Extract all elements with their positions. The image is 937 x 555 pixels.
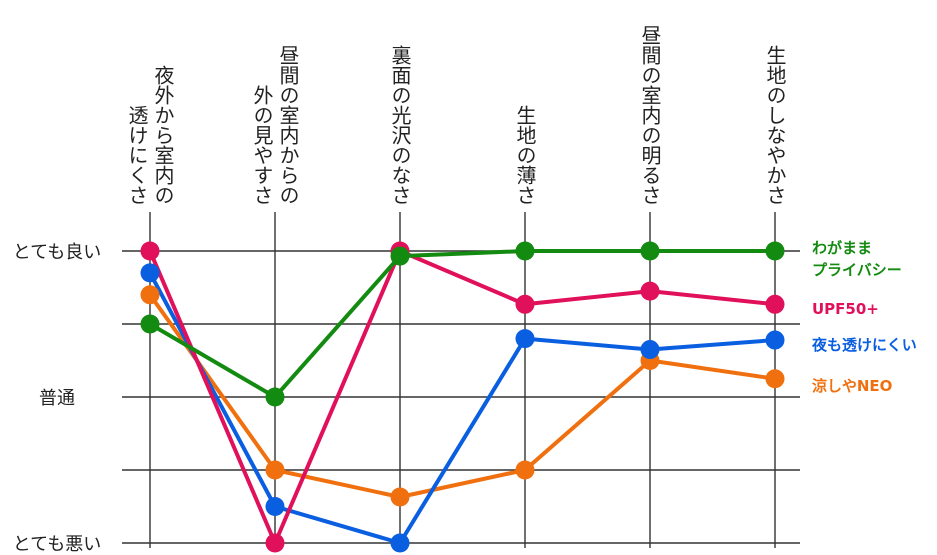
x-category-label: 昼間の室内の明るさ — [638, 25, 662, 205]
data-point — [140, 285, 160, 305]
data-point — [140, 263, 160, 283]
data-point — [140, 314, 160, 334]
data-point — [765, 330, 785, 350]
data-point — [390, 533, 410, 553]
legend-entry: プライバシー — [812, 261, 902, 279]
data-point — [265, 387, 285, 407]
legend-entry: わがまま — [812, 239, 872, 257]
data-point — [140, 241, 160, 261]
data-point — [765, 241, 785, 261]
data-point — [640, 281, 660, 301]
series-line — [148, 249, 775, 399]
data-point — [515, 329, 535, 349]
x-category-label: 生地の薄さ — [513, 105, 537, 205]
x-category-label: 生地のしなやかさ — [763, 45, 787, 205]
y-tick-label: とても悪い — [13, 534, 102, 555]
data-point — [265, 533, 285, 553]
data-point — [390, 246, 410, 266]
legend-entry: UPF50+ — [812, 300, 879, 318]
grid — [122, 212, 800, 548]
data-point — [515, 460, 535, 480]
data-point — [515, 294, 535, 314]
x-category-label: 昼間の室内からの — [276, 45, 300, 205]
x-category-label: 透けにくさ — [125, 105, 149, 205]
data-point — [515, 241, 535, 261]
data-point — [265, 460, 285, 480]
x-category-label: 外の見やすさ — [250, 85, 274, 205]
x-category-label: 夜外から室内の — [151, 65, 175, 205]
data-point — [765, 369, 785, 389]
y-tick-label: 普通 — [39, 388, 75, 409]
data-point — [640, 241, 660, 261]
x-category-label: 裏面の光沢のなさ — [388, 45, 412, 205]
y-tick-label: とても良い — [13, 242, 102, 263]
legend-entry: 夜も透けにくい — [811, 336, 917, 354]
data-point — [265, 497, 285, 516]
series-lines — [140, 241, 785, 553]
series-line — [148, 249, 776, 545]
data-point — [390, 487, 410, 507]
data-point — [640, 340, 660, 360]
series-line — [148, 271, 776, 545]
data-point — [765, 294, 785, 314]
series-line — [148, 293, 776, 500]
legend-entry: 涼しやNEO — [812, 377, 892, 395]
